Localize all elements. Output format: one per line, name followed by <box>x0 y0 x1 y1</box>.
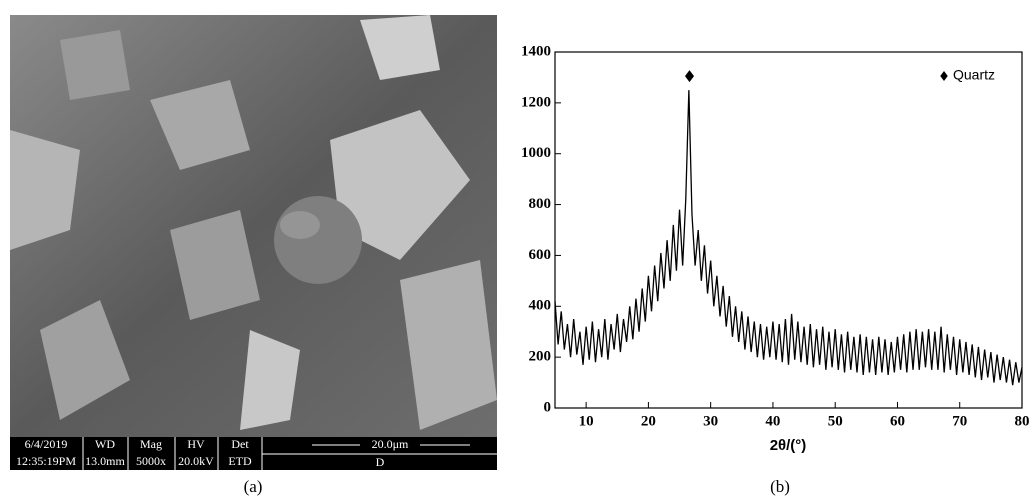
y-tick-label: 1000 <box>521 145 551 161</box>
legend-marker <box>940 71 948 81</box>
info-label: Det <box>231 437 249 451</box>
plot-frame <box>554 51 1023 409</box>
info-label: WD <box>95 437 115 451</box>
info-value: 12:35:19PM <box>16 454 76 468</box>
y-tick-label: 800 <box>529 196 552 212</box>
y-tick-label: 200 <box>529 349 552 365</box>
x-tick-label: 40 <box>765 413 780 429</box>
x-tick-label: 10 <box>579 413 594 429</box>
xrd-line <box>554 90 1023 386</box>
info-label: 6/4/2019 <box>25 437 68 451</box>
x-tick-label: 60 <box>890 413 905 429</box>
x-tick-label: 20 <box>641 413 656 429</box>
info-value: ETD <box>228 454 252 468</box>
info-value: 5000x <box>136 454 166 468</box>
x-tick-label: 50 <box>828 413 843 429</box>
x-axis-label: 2θ/(°) <box>770 437 807 454</box>
y-tick-label: 600 <box>529 247 552 263</box>
info-label: HV <box>187 437 205 451</box>
caption: (b) <box>770 477 790 496</box>
scale-bar-label: 20.0μm <box>372 437 409 451</box>
info-label: Mag <box>140 437 162 451</box>
peak-marker <box>684 70 694 83</box>
x-tick-label: 70 <box>952 413 967 429</box>
caption: (a) <box>244 477 263 496</box>
sem-image <box>10 15 497 437</box>
y-tick-label: 0 <box>544 399 552 415</box>
detector-mode: D <box>376 455 385 469</box>
info-value: 20.0kV <box>178 454 214 468</box>
sem-info-bar: 20.0μm D <box>10 437 497 470</box>
y-tick-label: 400 <box>529 298 552 314</box>
x-tick-label: 80 <box>1015 413 1029 429</box>
info-value: 13.0mm <box>85 454 125 468</box>
y-tick-label: 1400 <box>521 43 551 59</box>
y-tick-label: 1200 <box>521 94 551 110</box>
x-tick-label: 30 <box>703 413 718 429</box>
legend-label: Quartz <box>953 67 995 83</box>
